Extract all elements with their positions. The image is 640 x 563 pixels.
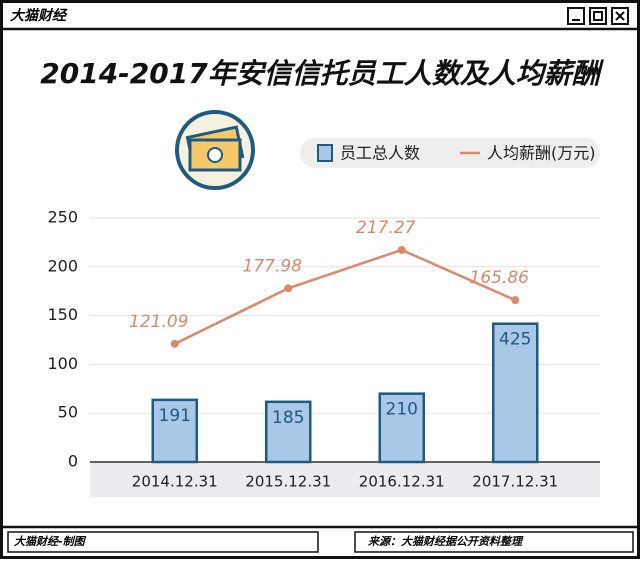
bar-label: 425 [499, 330, 531, 350]
bar-label: 185 [272, 408, 304, 428]
line [174, 248, 516, 345]
legend-label: 人均薪酬(万元) [487, 144, 596, 163]
x-tick-label: 2017.12.31 [472, 473, 558, 491]
footer-left: 大猫财经-制图 [14, 535, 87, 548]
bar-label: 191 [159, 406, 191, 426]
line-label: 121.09 [129, 312, 188, 332]
footer-box [354, 531, 634, 553]
line-label: 177.98 [243, 256, 303, 276]
line-label: 217.27 [356, 218, 416, 238]
line-point [511, 296, 520, 305]
bar [265, 400, 312, 464]
line-label: 165.86 [470, 268, 530, 288]
line-point [284, 284, 293, 293]
legend-label: 员工总人数 [340, 144, 420, 163]
x-tick-label: 2015.12.31 [245, 473, 331, 491]
footer-right: 来源：大猫财经据公开资料整理 [368, 535, 524, 548]
x-band [90, 462, 600, 497]
window-buttons [567, 7, 629, 25]
line-point [397, 245, 406, 254]
y-tick-label: 100 [47, 354, 78, 373]
brand: 大猫财经 [10, 7, 68, 24]
x-tick-label: 2016.12.31 [359, 473, 445, 491]
x-tick-label: 2014.12.31 [132, 473, 218, 491]
legend-swatch [317, 144, 333, 162]
footer-box [7, 531, 319, 553]
line-point [170, 339, 179, 348]
bar [378, 392, 425, 464]
bar-label: 210 [386, 400, 418, 420]
money-icon [175, 110, 255, 190]
legend-bg [300, 138, 600, 168]
y-tick-label: 50 [58, 403, 78, 422]
chart-title: 2014-2017年安信信托员工人数及人均薪酬 [40, 57, 604, 90]
bar [492, 322, 539, 464]
y-tick-label: 150 [47, 305, 78, 324]
y-tick-label: 250 [47, 208, 78, 227]
y-tick-label: 200 [47, 256, 78, 275]
bar [151, 398, 198, 464]
y-tick-label: 0 [68, 452, 78, 471]
